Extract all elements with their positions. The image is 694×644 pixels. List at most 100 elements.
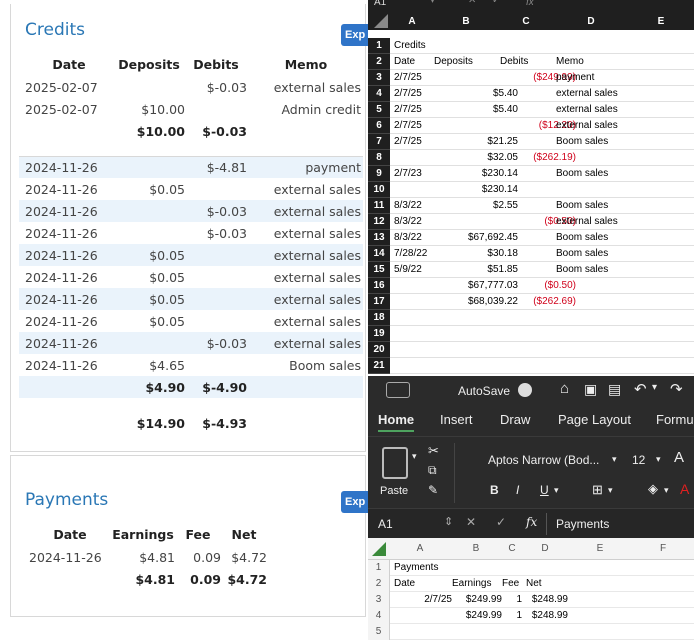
cell-a[interactable]: 2/7/23 (394, 168, 422, 179)
row-header[interactable]: 3 (368, 70, 390, 86)
column-header-a[interactable]: A (416, 543, 424, 554)
column-header-b[interactable]: B (472, 543, 480, 554)
row-header[interactable]: 19 (368, 326, 390, 342)
column-header-c[interactable]: C (508, 543, 516, 554)
autosave-toggle[interactable] (518, 383, 532, 397)
cell-a[interactable]: Payments (394, 562, 439, 573)
cell-a[interactable]: 8/3/22 (394, 232, 422, 243)
cell-d[interactable]: Boom sales (556, 248, 609, 259)
formula-input[interactable]: Payments (556, 517, 610, 531)
row-header[interactable]: 15 (368, 262, 390, 278)
cancel-icon[interactable]: ✕ (466, 515, 477, 529)
column-header-c[interactable]: C (522, 16, 530, 27)
undo-icon[interactable]: ↶ (634, 381, 647, 398)
save-icon[interactable]: ▣ (584, 381, 598, 397)
column-header-d[interactable]: D (587, 16, 595, 27)
sheet-grid[interactable]: Credits Date Deposits Debits Memo 2/7/25 ($249… (390, 38, 694, 374)
cell-b[interactable]: $230.14 (481, 168, 518, 179)
row-header[interactable]: 18 (368, 310, 390, 326)
cell-c[interactable]: ($12.20) (538, 120, 576, 131)
cell-b[interactable]: $2.55 (492, 200, 518, 211)
italic-button[interactable]: I (516, 483, 520, 497)
cell-c[interactable]: ($0.50) (544, 280, 576, 291)
cell-a[interactable]: 7/28/22 (394, 248, 428, 259)
row-header[interactable]: 2 (375, 578, 382, 589)
check-icon[interactable]: ✓ (496, 515, 507, 529)
fx-icon[interactable]: fx (526, 0, 534, 8)
check-icon[interactable]: ✓ (492, 0, 501, 6)
cell-reference[interactable]: A1 (378, 517, 393, 531)
cell-d[interactable]: Boom sales (556, 264, 609, 275)
cell-a[interactable]: Date (394, 578, 416, 589)
cell-d[interactable]: $248.99 (531, 594, 568, 605)
row-header[interactable]: 20 (368, 342, 390, 358)
column-header-d[interactable]: D (541, 543, 549, 554)
increase-font-icon[interactable]: A (674, 449, 685, 466)
cell-b[interactable]: $32.05 (487, 152, 518, 163)
column-header-a[interactable]: A (408, 16, 416, 27)
row-header[interactable]: 5 (375, 626, 382, 637)
cell-a[interactable]: 2/7/25 (424, 594, 452, 605)
row-header[interactable]: 3 (375, 594, 382, 605)
select-all-corner[interactable] (368, 538, 390, 560)
tab-page-layout[interactable]: Page Layout (558, 412, 632, 427)
cell-a[interactable]: 2/7/25 (394, 136, 422, 147)
cell-a[interactable]: Credits (394, 40, 426, 51)
chevron-down-icon[interactable]: ▾ (554, 485, 559, 495)
sidebar-toggle-icon[interactable] (386, 382, 410, 398)
cell-b[interactable]: Deposits (434, 56, 473, 67)
row-header[interactable]: 13 (368, 230, 390, 246)
chevron-down-icon[interactable]: ▾ (608, 485, 613, 495)
chevron-down-icon[interactable]: ▾ (612, 454, 617, 464)
column-header-e[interactable]: E (657, 16, 665, 27)
format-painter-icon[interactable]: ✎ (428, 483, 439, 497)
cell-b[interactable]: $21.25 (487, 136, 518, 147)
cell-d[interactable]: payment (556, 72, 595, 83)
cell-c[interactable]: ($249.99) (533, 72, 576, 83)
cell-d[interactable]: Boom sales (556, 136, 609, 147)
chevron-down-icon[interactable]: ▾ (652, 382, 658, 393)
cell-b[interactable]: $51.85 (487, 264, 518, 275)
cell-c[interactable]: 1 (516, 610, 522, 621)
cell-a[interactable]: 8/3/22 (394, 216, 422, 227)
cell-d[interactable]: Boom sales (556, 200, 609, 211)
tab-home[interactable]: Home (378, 412, 415, 432)
cell-d[interactable]: Boom sales (556, 232, 609, 243)
paste-label[interactable]: Paste (380, 485, 409, 497)
cell-a[interactable]: 2/7/25 (394, 120, 422, 131)
cell-b[interactable]: $249.99 (465, 594, 502, 605)
cell-d[interactable]: external sales (556, 216, 618, 227)
fx-icon[interactable]: fx (526, 515, 538, 529)
row-header[interactable]: 1 (375, 562, 382, 573)
row-header[interactable]: 17 (368, 294, 390, 310)
cell-c[interactable]: 1 (516, 594, 522, 605)
row-header[interactable]: 1 (368, 38, 390, 54)
row-header[interactable]: 12 (368, 214, 390, 230)
row-header[interactable]: 4 (375, 610, 382, 621)
cell-a[interactable]: 8/3/22 (394, 200, 422, 211)
tab-insert[interactable]: Insert (440, 412, 473, 427)
cell-c[interactable]: ($262.69) (533, 296, 576, 307)
column-header-e[interactable]: E (596, 543, 604, 554)
cell-d[interactable]: external sales (556, 120, 618, 131)
copy-icon[interactable]: ⧉ (428, 463, 437, 477)
cut-icon[interactable]: ✂ (428, 443, 439, 458)
stepper-icon[interactable]: ⇕ (444, 516, 454, 528)
row-header[interactable]: 16 (368, 278, 390, 294)
cell-a[interactable]: 2/7/25 (394, 88, 422, 99)
cell-d[interactable]: Net (526, 578, 542, 589)
cell-b[interactable]: $249.99 (465, 610, 502, 621)
row-header[interactable]: 2 (368, 54, 390, 70)
cell-b[interactable]: $5.40 (492, 104, 518, 115)
row-header[interactable]: 21 (368, 358, 390, 374)
cell-a[interactable]: 5/9/22 (394, 264, 422, 275)
column-header-f[interactable]: F (659, 543, 667, 554)
font-size-select[interactable]: 12 (632, 453, 646, 467)
tab-formulas[interactable]: Formu (656, 412, 694, 427)
cell-b[interactable]: $230.14 (481, 184, 518, 195)
row-header[interactable]: 7 (368, 134, 390, 150)
chevron-down-icon[interactable]: ▾ (412, 451, 417, 461)
font-name-select[interactable]: Aptos Narrow (Bod... (488, 453, 600, 467)
row-header[interactable]: 10 (368, 182, 390, 198)
row-header[interactable]: 5 (368, 102, 390, 118)
